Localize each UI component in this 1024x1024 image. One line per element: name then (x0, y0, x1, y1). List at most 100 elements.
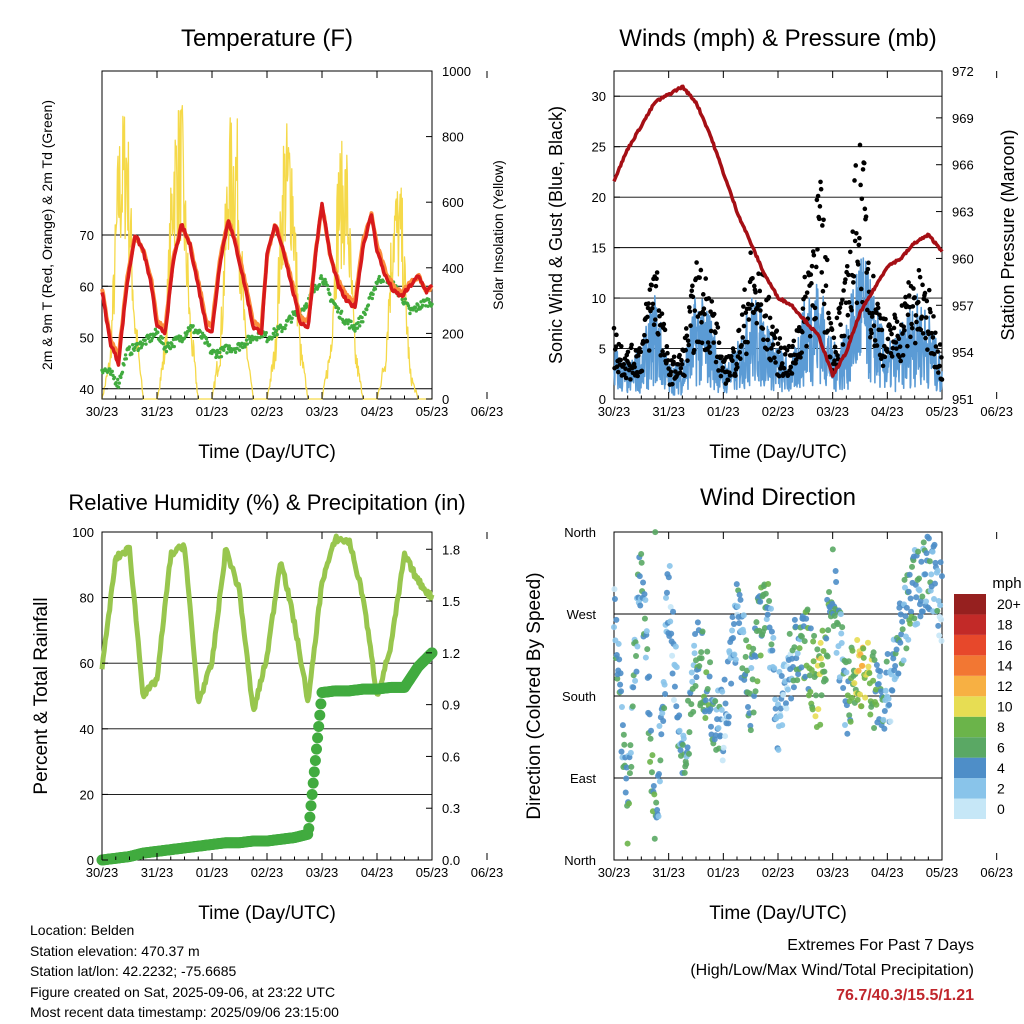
gust-point (909, 321, 914, 327)
direction-point (690, 708, 697, 715)
dewpoint-point (365, 307, 369, 312)
direction-point (618, 688, 625, 695)
direction-point (688, 701, 695, 708)
direction-point (670, 697, 677, 704)
direction-point (899, 626, 906, 633)
direction-point (858, 703, 865, 710)
dewpoint-point (352, 323, 356, 328)
direction-point (685, 750, 692, 757)
dewpoint-point (346, 321, 350, 326)
gust-point (653, 283, 659, 289)
direction-point (721, 676, 728, 683)
colorbar-swatch (954, 757, 986, 779)
rh-y-tick-label: 80 (80, 591, 94, 606)
direction-point (779, 722, 786, 729)
dewpoint-point (119, 375, 123, 380)
direction-point (733, 581, 740, 588)
gust-point (700, 292, 706, 297)
rh-y-tick-label: 20 (80, 787, 94, 802)
direction-point (817, 721, 824, 728)
gust-point (685, 338, 691, 344)
dewpoint-point (110, 369, 114, 374)
direction-point (893, 646, 900, 653)
dewpoint-point (408, 311, 412, 316)
direction-point (920, 539, 927, 546)
direction-point (743, 637, 750, 644)
precip-y-tick-label: 1.5 (442, 594, 460, 609)
direction-point (810, 638, 817, 645)
direction-point (736, 591, 743, 598)
x-tick-label: 05/23 (416, 404, 449, 419)
direction-point (692, 683, 699, 690)
direction-point (619, 722, 626, 729)
dewpoint-point (214, 355, 218, 360)
dewpoint-point (426, 304, 430, 308)
direction-point (899, 618, 906, 625)
direction-point (812, 713, 819, 720)
gust-point (747, 306, 752, 311)
gust-point (686, 342, 692, 348)
dewpoint-point (413, 305, 418, 310)
gust-point (844, 263, 850, 269)
gust-point (854, 300, 860, 306)
direction-point (909, 563, 916, 570)
direction-point (919, 593, 926, 600)
precip-point (305, 800, 317, 812)
direction-point (854, 696, 861, 703)
direction-point (876, 673, 883, 680)
gust-point (713, 359, 719, 365)
rh-title: Relative Humidity (%) & Precipitation (i… (68, 490, 465, 515)
direction-point (617, 681, 624, 688)
direction-point (657, 757, 664, 764)
direction-point (822, 676, 829, 683)
dewpoint-point (403, 297, 407, 301)
extremes-title: Extremes For Past 7 Days (787, 937, 974, 954)
precip-y-tick-label: 1.2 (442, 646, 460, 661)
gust-point (777, 336, 783, 341)
direction-point (749, 676, 756, 683)
gust-point (719, 354, 724, 360)
dewpoint-point (325, 283, 330, 288)
gust-point (855, 262, 861, 267)
colorbar-swatch (954, 675, 986, 697)
gust-point (772, 335, 778, 341)
direction-point (791, 616, 798, 623)
dewpoint-point (283, 326, 287, 331)
direction-point (934, 607, 941, 614)
pressure-y-tick-label: 951 (952, 392, 974, 407)
rh-y-tick-label: 40 (80, 722, 94, 737)
gust-point (818, 186, 824, 192)
direction-point (642, 654, 649, 661)
direction-point (937, 602, 944, 609)
precip-point (306, 788, 318, 800)
direction-point (908, 608, 915, 615)
gust-point (611, 325, 617, 331)
gust-point (815, 193, 821, 199)
gust-point (889, 331, 894, 337)
direction-point (655, 770, 662, 777)
direction-point (833, 649, 840, 656)
dewpoint-point (141, 342, 145, 346)
dewpoint-point (358, 324, 362, 328)
colorbar-swatch (954, 614, 986, 635)
gust-point (645, 314, 650, 320)
precip-y-tick-label: 1.8 (442, 542, 460, 557)
gust-point (897, 354, 902, 360)
gust-point (683, 326, 689, 331)
dewpoint-point (243, 345, 247, 349)
pressure-y-tick-label: 957 (952, 298, 974, 313)
gust-point (682, 373, 687, 379)
direction-point (676, 727, 683, 734)
gust-point (778, 345, 784, 351)
dewpoint-point (274, 328, 279, 333)
gust-point (846, 300, 852, 305)
x-tick-label: 31/23 (652, 865, 685, 880)
direction-point (887, 718, 894, 725)
direction-point (798, 664, 805, 671)
direction-point (798, 633, 805, 640)
gust-point (687, 309, 693, 314)
gust-point (860, 167, 866, 172)
solar-y-tick-label: 800 (442, 130, 464, 145)
direction-point (730, 620, 737, 627)
direction-point (624, 840, 631, 847)
